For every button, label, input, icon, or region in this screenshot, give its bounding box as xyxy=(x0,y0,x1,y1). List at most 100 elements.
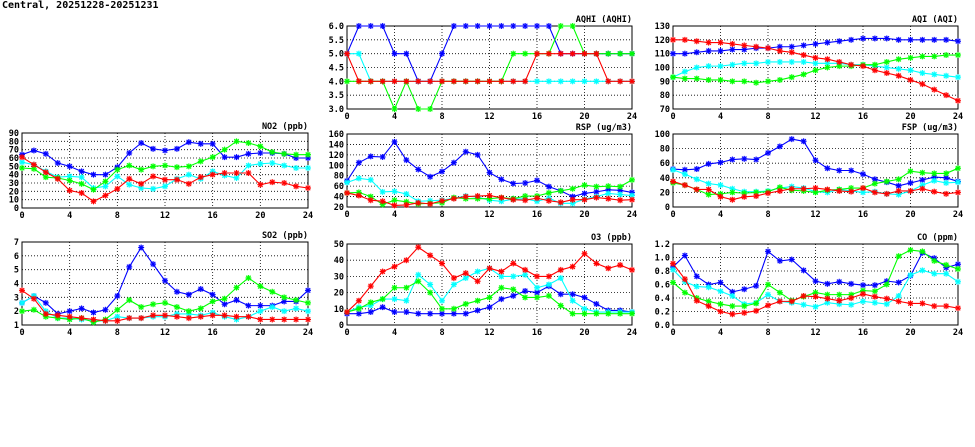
marker-asterisk xyxy=(836,187,843,194)
marker-asterisk xyxy=(126,175,133,182)
data-point-marker xyxy=(895,187,902,194)
marker-asterisk xyxy=(233,154,240,161)
marker-asterisk xyxy=(741,286,748,293)
data-point-marker xyxy=(305,316,311,323)
marker-asterisk xyxy=(812,303,819,310)
data-point-marker xyxy=(522,197,529,204)
marker-asterisk xyxy=(693,186,700,193)
marker-asterisk xyxy=(391,263,398,270)
marker-asterisk xyxy=(439,297,445,304)
data-point-marker xyxy=(379,153,386,160)
marker-asterisk xyxy=(629,196,635,203)
chart-title: FSP (ug/m3) xyxy=(902,123,958,133)
data-point-marker xyxy=(681,276,688,283)
data-point-marker xyxy=(522,50,529,57)
marker-asterisk xyxy=(344,309,350,316)
marker-asterisk xyxy=(705,39,712,46)
marker-asterisk xyxy=(883,281,890,288)
marker-asterisk xyxy=(931,177,938,184)
data-point-marker xyxy=(788,74,795,81)
data-point-marker xyxy=(765,149,771,156)
chart-panel: 0 10 20 30 40 50 0 4 8 12 16 20 24 O3 (ppb) xyxy=(334,233,637,338)
marker-asterisk xyxy=(257,160,264,167)
marker-asterisk xyxy=(522,266,529,273)
marker-asterisk xyxy=(498,296,505,303)
data-point-marker xyxy=(569,185,576,192)
marker-asterisk xyxy=(848,280,855,287)
data-point-marker xyxy=(605,190,612,197)
data-point-marker xyxy=(581,196,588,203)
y-tick-label: 90 xyxy=(9,129,19,139)
data-point-marker xyxy=(162,162,168,169)
marker-asterisk xyxy=(883,278,890,285)
marker-asterisk xyxy=(173,164,180,171)
y-tick-label: 3.0 xyxy=(329,105,344,115)
marker-asterisk xyxy=(693,297,700,304)
data-point-marker xyxy=(569,78,576,85)
data-point-marker xyxy=(257,143,264,150)
data-point-marker xyxy=(907,247,914,254)
marker-asterisk xyxy=(871,67,878,74)
y-tick-label: 120 xyxy=(329,151,344,161)
marker-asterisk xyxy=(293,165,300,171)
x-tick-label: 12 xyxy=(160,211,170,221)
marker-asterisk xyxy=(593,50,600,57)
marker-asterisk xyxy=(824,60,831,67)
data-point-marker xyxy=(114,185,121,192)
marker-asterisk xyxy=(848,291,855,298)
marker-asterisk xyxy=(729,311,736,318)
x-tick-label: 8 xyxy=(115,328,120,338)
chart-title: SO2 (ppb) xyxy=(262,231,308,241)
marker-asterisk xyxy=(557,50,564,57)
data-point-marker xyxy=(605,183,612,190)
data-point-marker xyxy=(197,313,204,320)
data-point-marker xyxy=(245,170,252,176)
marker-asterisk xyxy=(617,187,624,194)
data-point-marker xyxy=(907,187,914,194)
x-tick-label: 4 xyxy=(67,211,72,221)
data-point-marker xyxy=(66,177,73,184)
marker-asterisk xyxy=(569,185,576,192)
data-point-marker xyxy=(391,309,398,316)
data-point-marker xyxy=(931,257,938,264)
data-point-marker xyxy=(150,173,157,180)
marker-asterisk xyxy=(221,146,228,153)
marker-asterisk xyxy=(943,36,950,43)
marker-asterisk xyxy=(427,281,434,288)
marker-asterisk xyxy=(138,315,145,322)
marker-asterisk xyxy=(569,50,576,57)
data-point-marker xyxy=(717,193,724,200)
marker-asterisk xyxy=(545,281,552,288)
y-tick-label: 30 xyxy=(9,179,19,189)
data-point-marker xyxy=(185,171,192,178)
marker-asterisk xyxy=(557,275,564,282)
data-point-marker xyxy=(498,23,505,29)
marker-asterisk xyxy=(281,298,288,305)
marker-asterisk xyxy=(42,150,49,157)
data-point-marker xyxy=(439,168,445,175)
marker-asterisk xyxy=(955,38,961,45)
data-point-marker xyxy=(197,140,204,147)
x-tick-label: 8 xyxy=(765,328,770,338)
data-point-marker xyxy=(955,179,961,186)
data-point-marker xyxy=(173,288,180,295)
marker-asterisk xyxy=(78,168,85,175)
x-tick-label: 20 xyxy=(579,112,589,122)
marker-asterisk xyxy=(281,180,288,186)
data-point-marker xyxy=(729,311,736,318)
data-point-marker xyxy=(355,159,362,166)
data-point-marker xyxy=(498,194,505,201)
marker-asterisk xyxy=(605,190,612,197)
y-tick-label: 50 xyxy=(334,240,344,250)
data-point-marker xyxy=(367,302,374,309)
marker-asterisk xyxy=(522,50,529,57)
data-point-marker xyxy=(427,200,434,207)
data-point-marker xyxy=(379,201,386,208)
marker-asterisk xyxy=(391,50,398,57)
data-point-marker xyxy=(138,180,145,187)
marker-asterisk xyxy=(907,272,914,279)
data-point-marker xyxy=(943,170,950,177)
data-point-marker xyxy=(126,175,133,182)
data-point-marker xyxy=(812,185,819,192)
data-point-marker xyxy=(403,198,410,205)
